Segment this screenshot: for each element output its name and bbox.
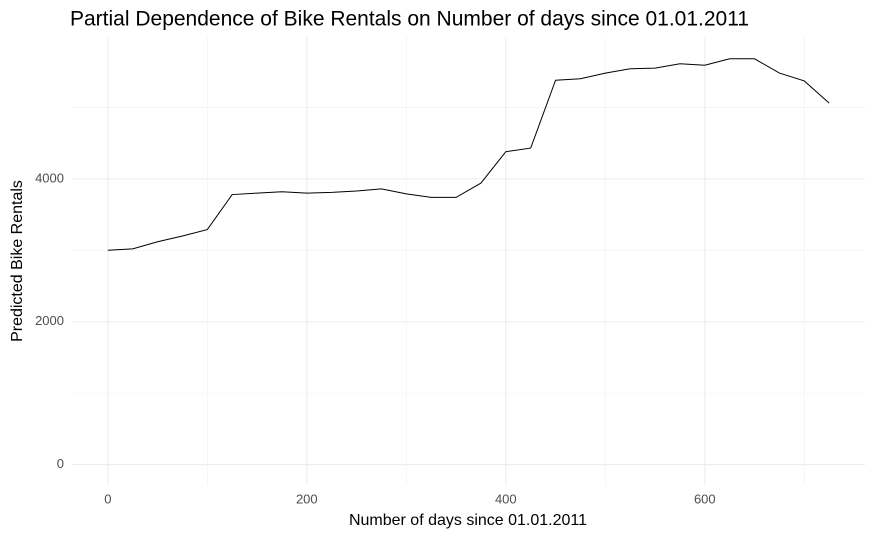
x-axis-title: Number of days since 01.01.2011 [349, 512, 587, 529]
line [107, 58, 830, 251]
y-tick-label: 4000 [35, 170, 64, 185]
y-tick-label: 2000 [35, 313, 64, 328]
x-tick-label: 600 [694, 491, 716, 506]
x-tick-label: 400 [495, 491, 517, 506]
x-tick-label: 200 [296, 491, 318, 506]
y-axis-title: Predicted Bike Rentals [9, 180, 26, 342]
chart-title: Partial Dependence of Bike Rentals on Nu… [70, 8, 749, 31]
x-tick-label: 0 [104, 491, 111, 506]
y-tick-label: 0 [57, 456, 64, 471]
